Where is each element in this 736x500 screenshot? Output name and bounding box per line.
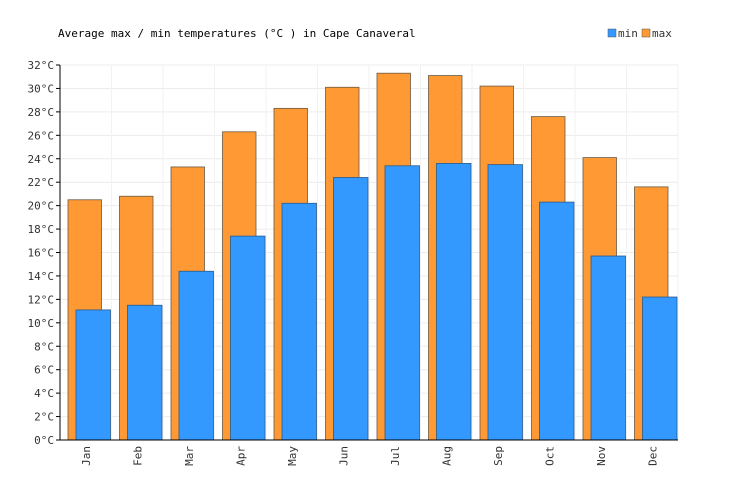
x-tick-labels: Jan Feb Mar Apr May Jun Jul Aug Sep Oct Nov Dec bbox=[80, 446, 660, 466]
x-tick-label: Mar bbox=[183, 446, 196, 466]
y-tick-label: 14°C bbox=[28, 270, 55, 283]
legend-swatch-min bbox=[607, 28, 617, 38]
y-tick-label: 16°C bbox=[28, 247, 55, 260]
bar-min bbox=[436, 163, 472, 441]
bar-min bbox=[127, 304, 163, 441]
legend-swatch-max bbox=[641, 28, 651, 38]
y-tick-label: 20°C bbox=[28, 200, 55, 213]
bar-min bbox=[75, 309, 111, 441]
y-tick-label: 28°C bbox=[28, 106, 55, 119]
grid bbox=[60, 64, 679, 441]
legend-label-min: min bbox=[618, 27, 638, 40]
y-tick-label: 32°C bbox=[28, 59, 55, 72]
x-tick-label: May bbox=[286, 446, 299, 466]
legend-label-max: max bbox=[652, 27, 672, 40]
y-tick-label: 6°C bbox=[34, 364, 54, 377]
y-tick-label: 10°C bbox=[28, 317, 55, 330]
x-tick-label: Oct bbox=[543, 446, 556, 466]
y-tick-label: 18°C bbox=[28, 223, 55, 236]
legend: min max bbox=[607, 27, 672, 40]
bar-min bbox=[230, 235, 266, 441]
bar-min bbox=[487, 164, 523, 441]
y-tick-labels: 0°C 2°C 4°C 6°C 8°C 10°C 12°C 14°C 16°C 18°C 20°C 2… bbox=[28, 59, 55, 447]
bar-min bbox=[178, 270, 214, 441]
bar-min bbox=[642, 296, 678, 441]
y-tick-label: 24°C bbox=[28, 153, 55, 166]
bar-min bbox=[384, 165, 420, 441]
y-tick-label: 30°C bbox=[28, 82, 55, 95]
y-tick-label: 22°C bbox=[28, 176, 55, 189]
y-tick-label: 2°C bbox=[34, 411, 54, 424]
x-tick-label: Jun bbox=[337, 446, 350, 466]
bars bbox=[67, 72, 678, 441]
y-tick-label: 4°C bbox=[34, 387, 54, 400]
x-tick-label: Sep bbox=[492, 446, 505, 466]
x-tick-label: Feb bbox=[131, 446, 144, 466]
x-tick-label: Apr bbox=[234, 446, 247, 466]
y-tick-label: 12°C bbox=[28, 293, 55, 306]
axes bbox=[56, 64, 678, 441]
x-tick-label: Jan bbox=[80, 446, 93, 466]
x-tick-label: Jul bbox=[389, 446, 402, 466]
bar-min bbox=[539, 201, 575, 441]
bar-min bbox=[590, 255, 626, 441]
bar-min bbox=[281, 202, 317, 441]
y-tick-label: 0°C bbox=[34, 434, 54, 447]
chart-title: Average max / min temperatures (°C ) in … bbox=[58, 27, 416, 40]
bar-min bbox=[333, 177, 369, 441]
y-tick-label: 26°C bbox=[28, 129, 55, 142]
x-tick-label: Dec bbox=[646, 446, 659, 466]
x-tick-label: Aug bbox=[440, 446, 453, 466]
y-tick-label: 8°C bbox=[34, 340, 54, 353]
x-tick-label: Nov bbox=[595, 446, 608, 466]
